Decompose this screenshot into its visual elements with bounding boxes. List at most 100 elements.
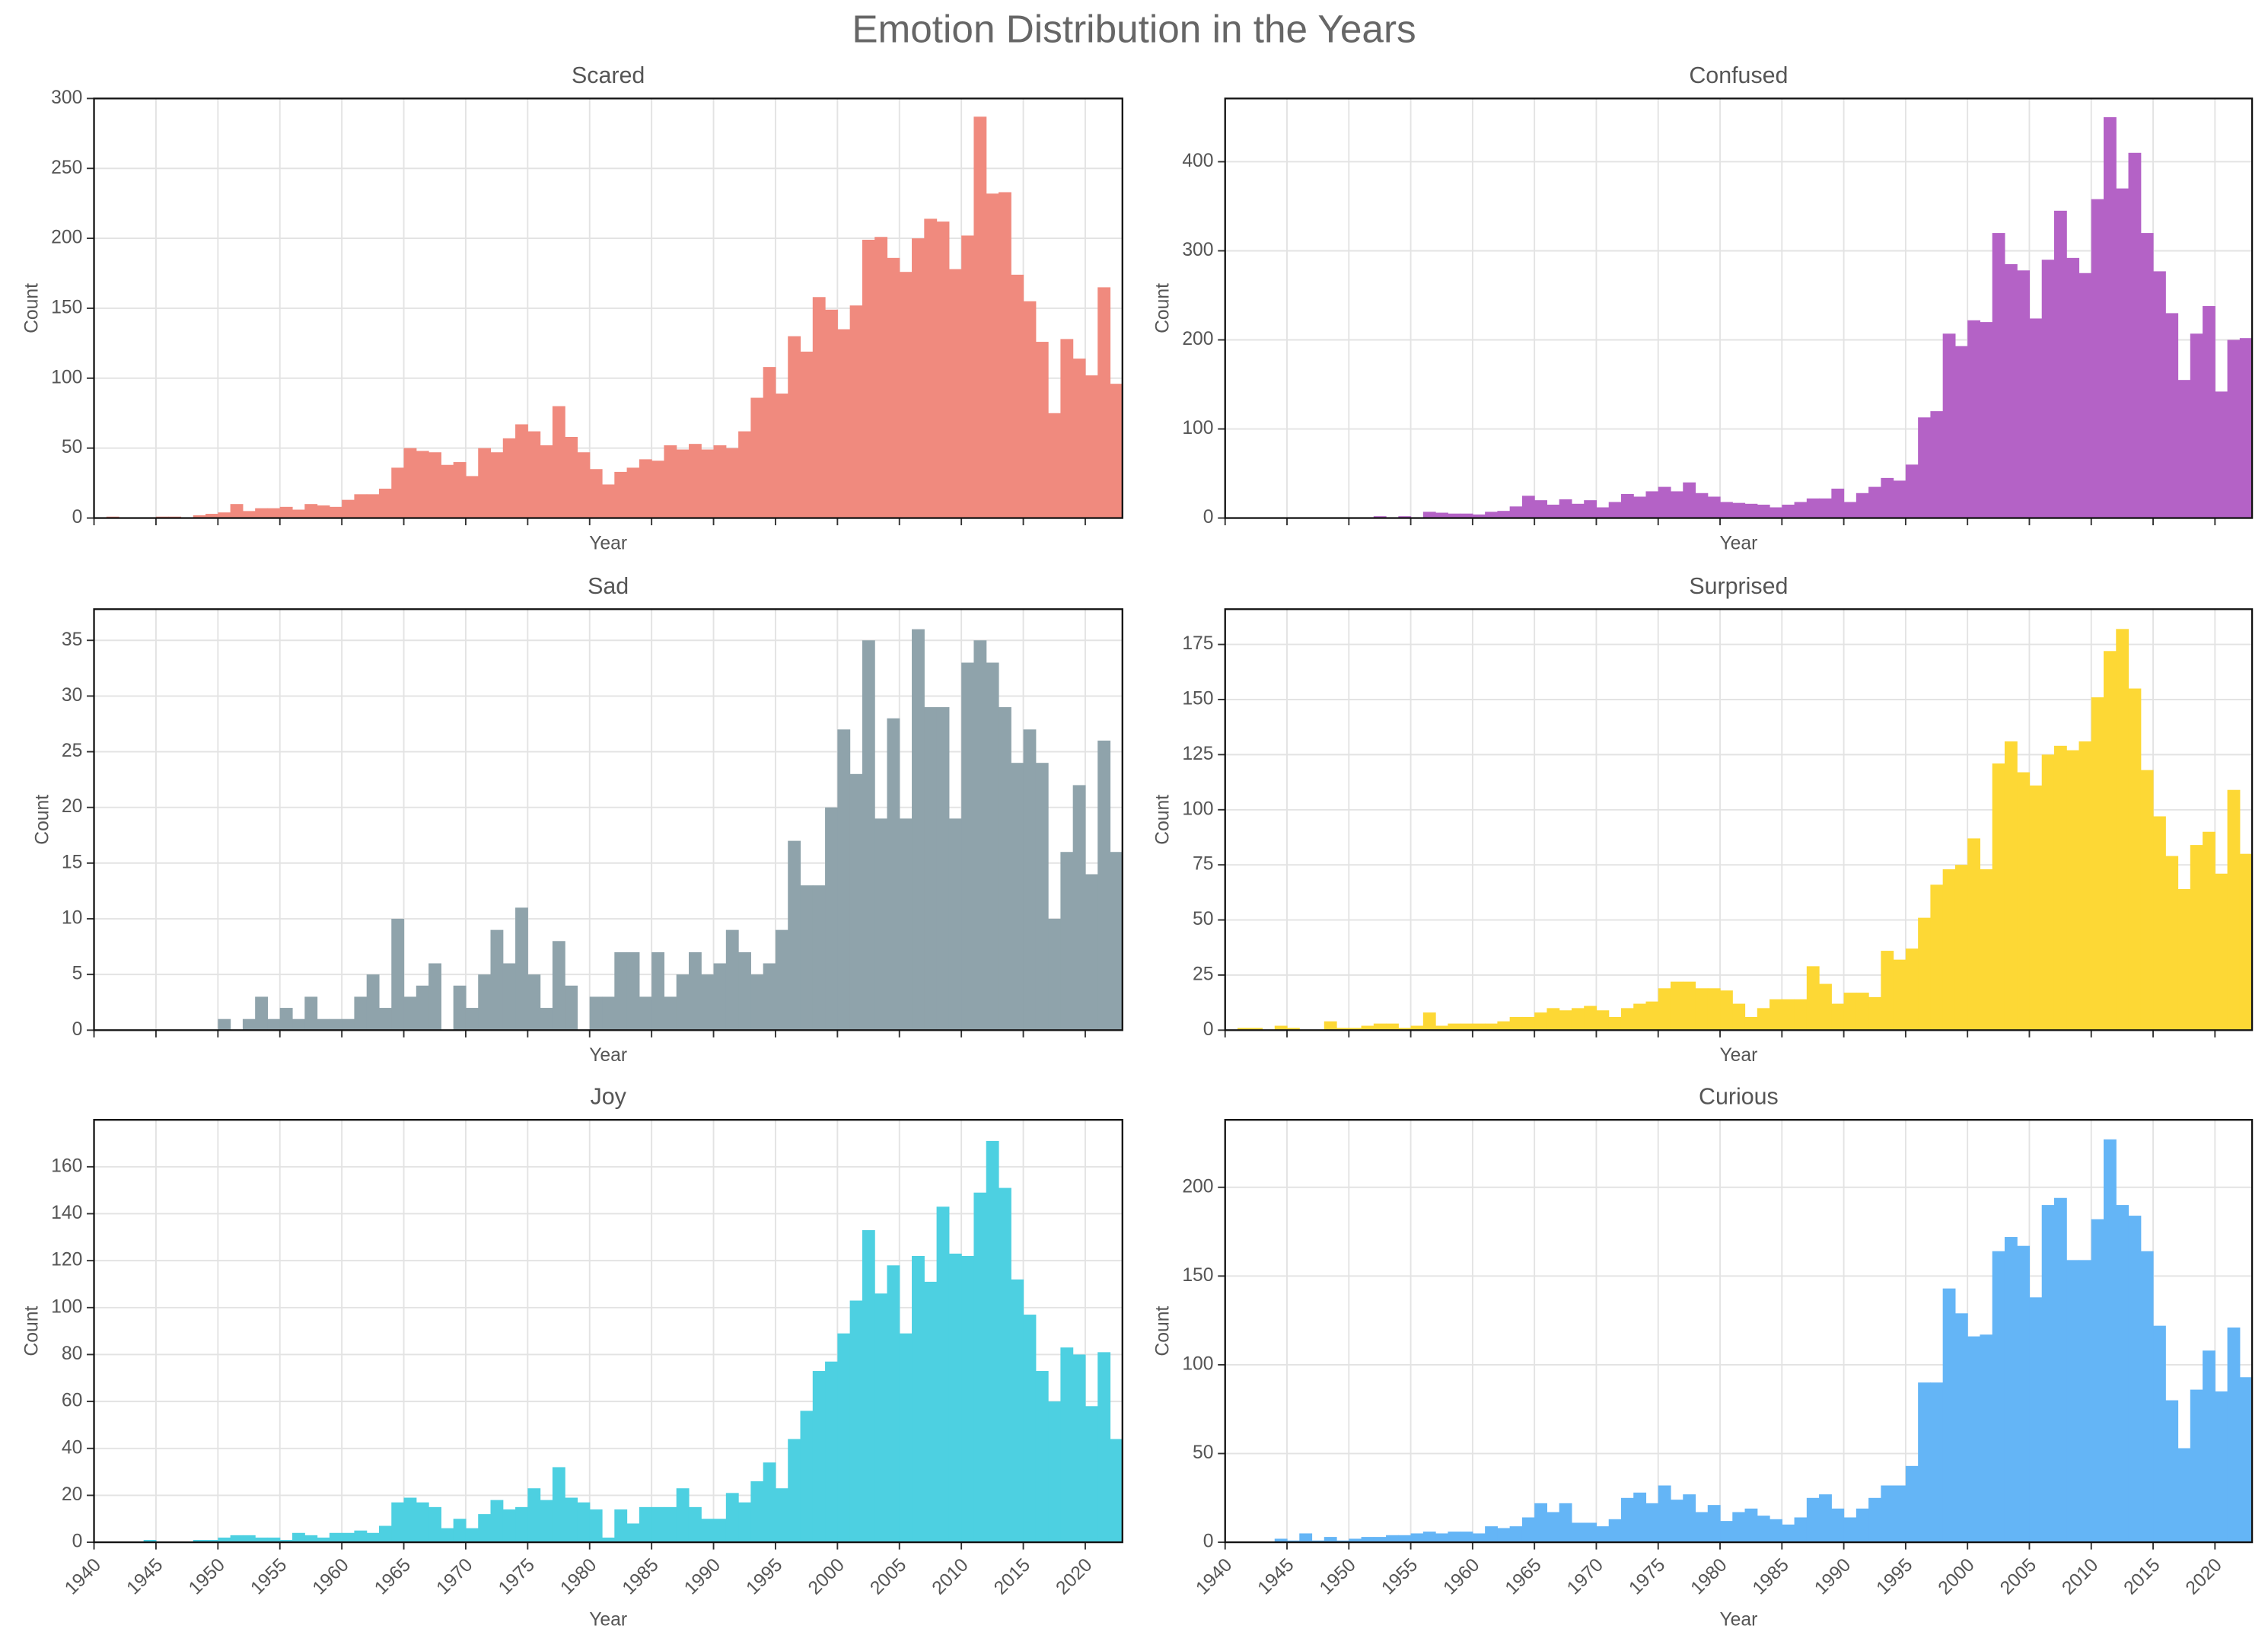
- bar: [1023, 729, 1037, 1031]
- bar: [1011, 274, 1024, 518]
- bar: [490, 929, 504, 1031]
- bar: [2203, 306, 2215, 518]
- bar: [1782, 999, 1795, 1031]
- bar: [2239, 338, 2253, 518]
- bar: [2017, 1245, 2031, 1543]
- bar: [639, 1506, 652, 1543]
- y-tick-label: 25: [1193, 964, 1213, 984]
- bar: [948, 818, 962, 1031]
- bar: [1967, 838, 1981, 1031]
- bar: [2165, 1400, 2179, 1543]
- bar: [1072, 1354, 1086, 1543]
- plot-frame: [1224, 1119, 2254, 1544]
- bar: [1843, 993, 1857, 1031]
- bar: [763, 367, 776, 518]
- bar: [614, 471, 628, 518]
- bar: [1596, 507, 1610, 518]
- x-tick-label: 1980: [1687, 1554, 1731, 1599]
- subplot: Joy 1940 1945 1950 1955 1960 1965 1970 1975 1980 1…: [21, 1084, 1123, 1630]
- bar: [2227, 789, 2241, 1031]
- bar: [267, 508, 281, 518]
- bar: [1658, 486, 1671, 518]
- bar: [1905, 464, 1919, 518]
- bar: [626, 1523, 640, 1543]
- bar: [1954, 865, 1968, 1031]
- bar: [1410, 1533, 1424, 1543]
- bar: [2203, 831, 2215, 1031]
- bar: [1744, 1016, 1758, 1031]
- bar: [973, 1192, 987, 1543]
- bar: [1843, 1517, 1857, 1543]
- bar: [218, 1537, 231, 1543]
- bar: [1620, 1497, 1634, 1543]
- subplot-title: Sad: [588, 573, 629, 599]
- y-tick-label: 20: [62, 1484, 82, 1505]
- subplot-title: Surprised: [1689, 573, 1788, 599]
- x-tick-label: 2020: [2182, 1554, 2226, 1599]
- bar: [2004, 1237, 2018, 1543]
- bar: [1584, 1006, 1597, 1031]
- bar: [478, 1514, 492, 1543]
- bar: [998, 1187, 1011, 1543]
- bar: [366, 974, 380, 1031]
- bar: [565, 1497, 578, 1543]
- x-tick-label: 1960: [309, 1554, 353, 1599]
- bar: [1720, 502, 1733, 518]
- x-tick-label: 2005: [866, 1554, 910, 1599]
- bar: [775, 1488, 788, 1543]
- y-tick-label: 40: [62, 1437, 82, 1458]
- bar: [1472, 1533, 1486, 1543]
- bar: [961, 1255, 975, 1543]
- bar: [552, 941, 565, 1031]
- bar: [2053, 745, 2067, 1031]
- bar: [986, 1140, 999, 1543]
- bar: [2239, 1377, 2253, 1543]
- bar: [1967, 320, 1981, 518]
- bar: [304, 996, 318, 1031]
- bar: [242, 511, 256, 518]
- bar: [2190, 333, 2203, 518]
- bar: [1683, 981, 1696, 1031]
- bar: [490, 1500, 504, 1543]
- x-tick-label: 1980: [556, 1554, 600, 1599]
- y-tick-label: 100: [1182, 418, 1213, 438]
- y-tick-label: 0: [1203, 507, 1214, 528]
- bar: [688, 952, 702, 1031]
- bar: [292, 1532, 305, 1543]
- bar: [193, 1540, 206, 1543]
- bar: [1311, 1540, 1325, 1543]
- bar: [1732, 502, 1746, 518]
- bar: [1035, 1371, 1049, 1543]
- subplot: Confused 0 100 200 300 400 Year Count: [1152, 62, 2254, 553]
- bar: [416, 451, 429, 518]
- y-tick-label: 60: [62, 1391, 82, 1411]
- bar: [1571, 1008, 1585, 1031]
- bar: [1683, 482, 1696, 518]
- bar: [1868, 996, 1881, 1031]
- bar: [255, 996, 269, 1031]
- bar: [1942, 333, 1956, 518]
- bar: [1060, 1347, 1074, 1543]
- bar: [1085, 1406, 1098, 1543]
- bar: [527, 1488, 541, 1543]
- bar: [2227, 1327, 2241, 1543]
- y-tick-label: 250: [51, 158, 82, 178]
- bar: [1881, 1485, 1894, 1543]
- bar: [1819, 498, 1832, 518]
- bar: [1868, 1497, 1881, 1543]
- bar: [1769, 999, 1782, 1031]
- y-tick-label: 15: [62, 852, 82, 872]
- bar: [1534, 1503, 1547, 1543]
- bar: [453, 462, 467, 518]
- y-tick-label: 20: [62, 796, 82, 817]
- bar: [428, 963, 441, 1031]
- bar: [1460, 1532, 1473, 1543]
- subplot: Sad 0 5 10 15 20 25 30 35 Year Count: [33, 573, 1123, 1066]
- bar: [874, 818, 888, 1031]
- bar: [1596, 1010, 1610, 1031]
- bar: [1819, 983, 1832, 1031]
- bar: [2104, 651, 2117, 1031]
- bar: [1819, 1494, 1832, 1543]
- bar: [403, 996, 417, 1031]
- bar: [602, 1537, 615, 1543]
